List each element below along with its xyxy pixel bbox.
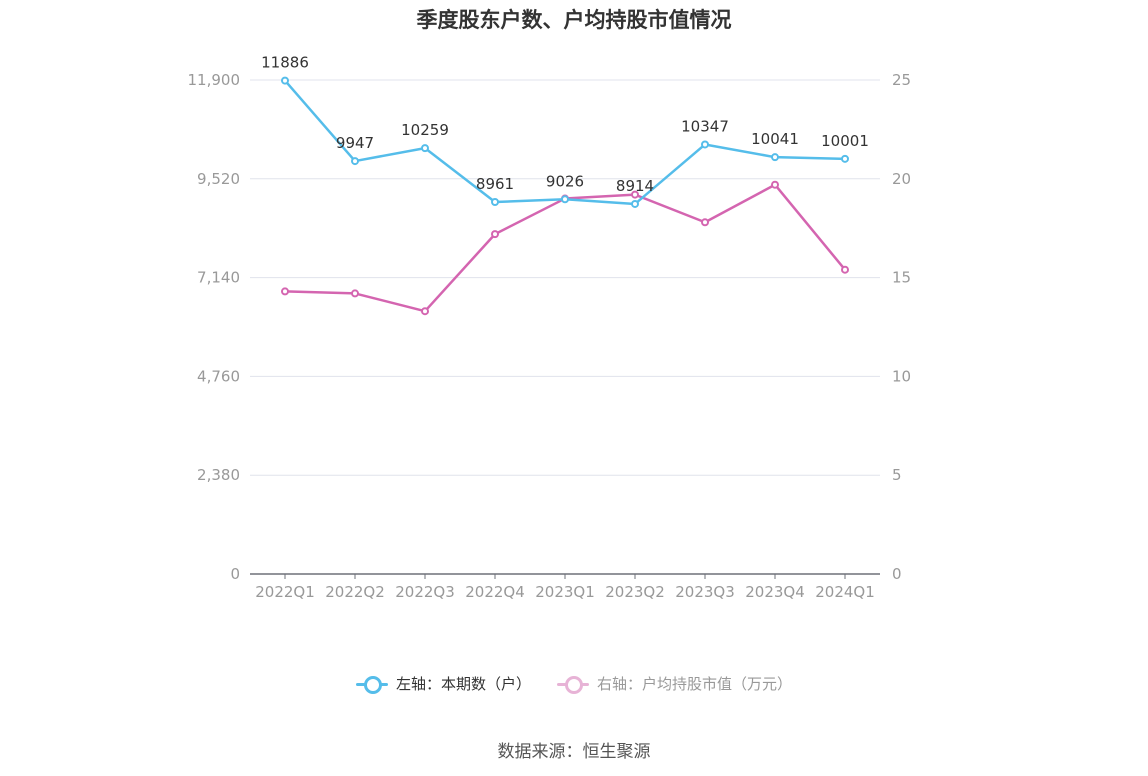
data-point	[841, 265, 849, 274]
left-axis-tick-label: 2,380	[197, 466, 240, 484]
left-axis-tick-label: 11,900	[188, 71, 241, 89]
data-point	[631, 190, 639, 199]
data-label: 10259	[401, 121, 449, 139]
left-axis-tick-label: 4,760	[197, 367, 240, 385]
data-point	[701, 140, 709, 149]
data-point	[421, 144, 429, 153]
chart-title: 季度股东户数、户均持股市值情况	[416, 8, 732, 32]
data-point	[771, 153, 779, 162]
data-point	[701, 218, 709, 227]
right-axis-tick-label: 20	[892, 170, 911, 188]
axes: 0 0 2,380 5 4,760 10 7,140 15 9,520 20 11,900 25 202…	[188, 71, 912, 601]
right-axis-tick-label: 10	[892, 367, 911, 385]
data-label: 10001	[821, 132, 869, 150]
right-axis-tick-label: 15	[892, 269, 911, 287]
x-axis-tick-label: 2024Q1	[815, 583, 875, 601]
data-label: 10347	[681, 117, 729, 135]
data-point	[351, 157, 359, 166]
legend-item-right-axis[interactable]: 右轴：户均持股市值（万元）	[557, 673, 792, 694]
series-line	[284, 183, 846, 313]
right-axis-tick-label: 0	[892, 565, 902, 583]
data-label: 9947	[336, 134, 374, 152]
left-axis-tick-label: 9,520	[197, 170, 240, 188]
x-axis-tick-label: 2022Q1	[255, 583, 315, 601]
data-point	[491, 198, 499, 207]
legend-line-marker-icon	[355, 675, 388, 694]
data-label: 8961	[476, 175, 514, 193]
data-point	[771, 180, 779, 189]
x-axis-tick-label: 2022Q3	[395, 583, 455, 601]
legend: 左轴：本期数（户） 右轴：户均持股市值（万元）	[0, 673, 1148, 694]
source-note: 数据来源：恒生聚源	[497, 742, 651, 762]
data-label: 10041	[751, 130, 799, 148]
data-point	[281, 76, 289, 85]
data-point	[281, 287, 289, 296]
data-labels: 11886 9947 10259 8961 9026 8914 10347 10041 1000…	[261, 54, 869, 195]
right-axis-tick-label: 25	[892, 71, 911, 89]
legend-line-marker-icon	[557, 675, 589, 694]
data-point	[841, 154, 849, 163]
x-axis-tick-label: 2023Q1	[535, 583, 595, 601]
grid-lines	[250, 79, 880, 476]
left-axis-tick-label: 7,140	[197, 269, 240, 287]
x-axis-tick-label: 2022Q2	[325, 583, 385, 601]
legend-item-left-axis[interactable]: 左轴：本期数（户）	[355, 673, 531, 694]
left-axis-tick-label: 0	[230, 565, 240, 583]
data-point	[561, 195, 569, 204]
legend-label: 左轴：本期数（户）	[395, 675, 531, 693]
x-axis-tick-label: 2023Q4	[745, 583, 805, 601]
data-label: 9026	[546, 172, 584, 190]
data-point	[351, 289, 359, 298]
x-axis-tick-label: 2023Q3	[675, 583, 735, 601]
x-axis-tick-label: 2023Q2	[605, 583, 665, 601]
right-axis-tick-label: 5	[892, 466, 902, 484]
legend-label: 右轴：户均持股市值（万元）	[597, 675, 793, 693]
data-point	[631, 199, 639, 208]
data-label: 11886	[261, 54, 309, 72]
data-label: 8914	[616, 177, 654, 195]
data-point	[491, 230, 499, 239]
data-point	[421, 307, 429, 316]
series	[281, 76, 849, 316]
x-axis-tick-label: 2022Q4	[465, 583, 525, 601]
